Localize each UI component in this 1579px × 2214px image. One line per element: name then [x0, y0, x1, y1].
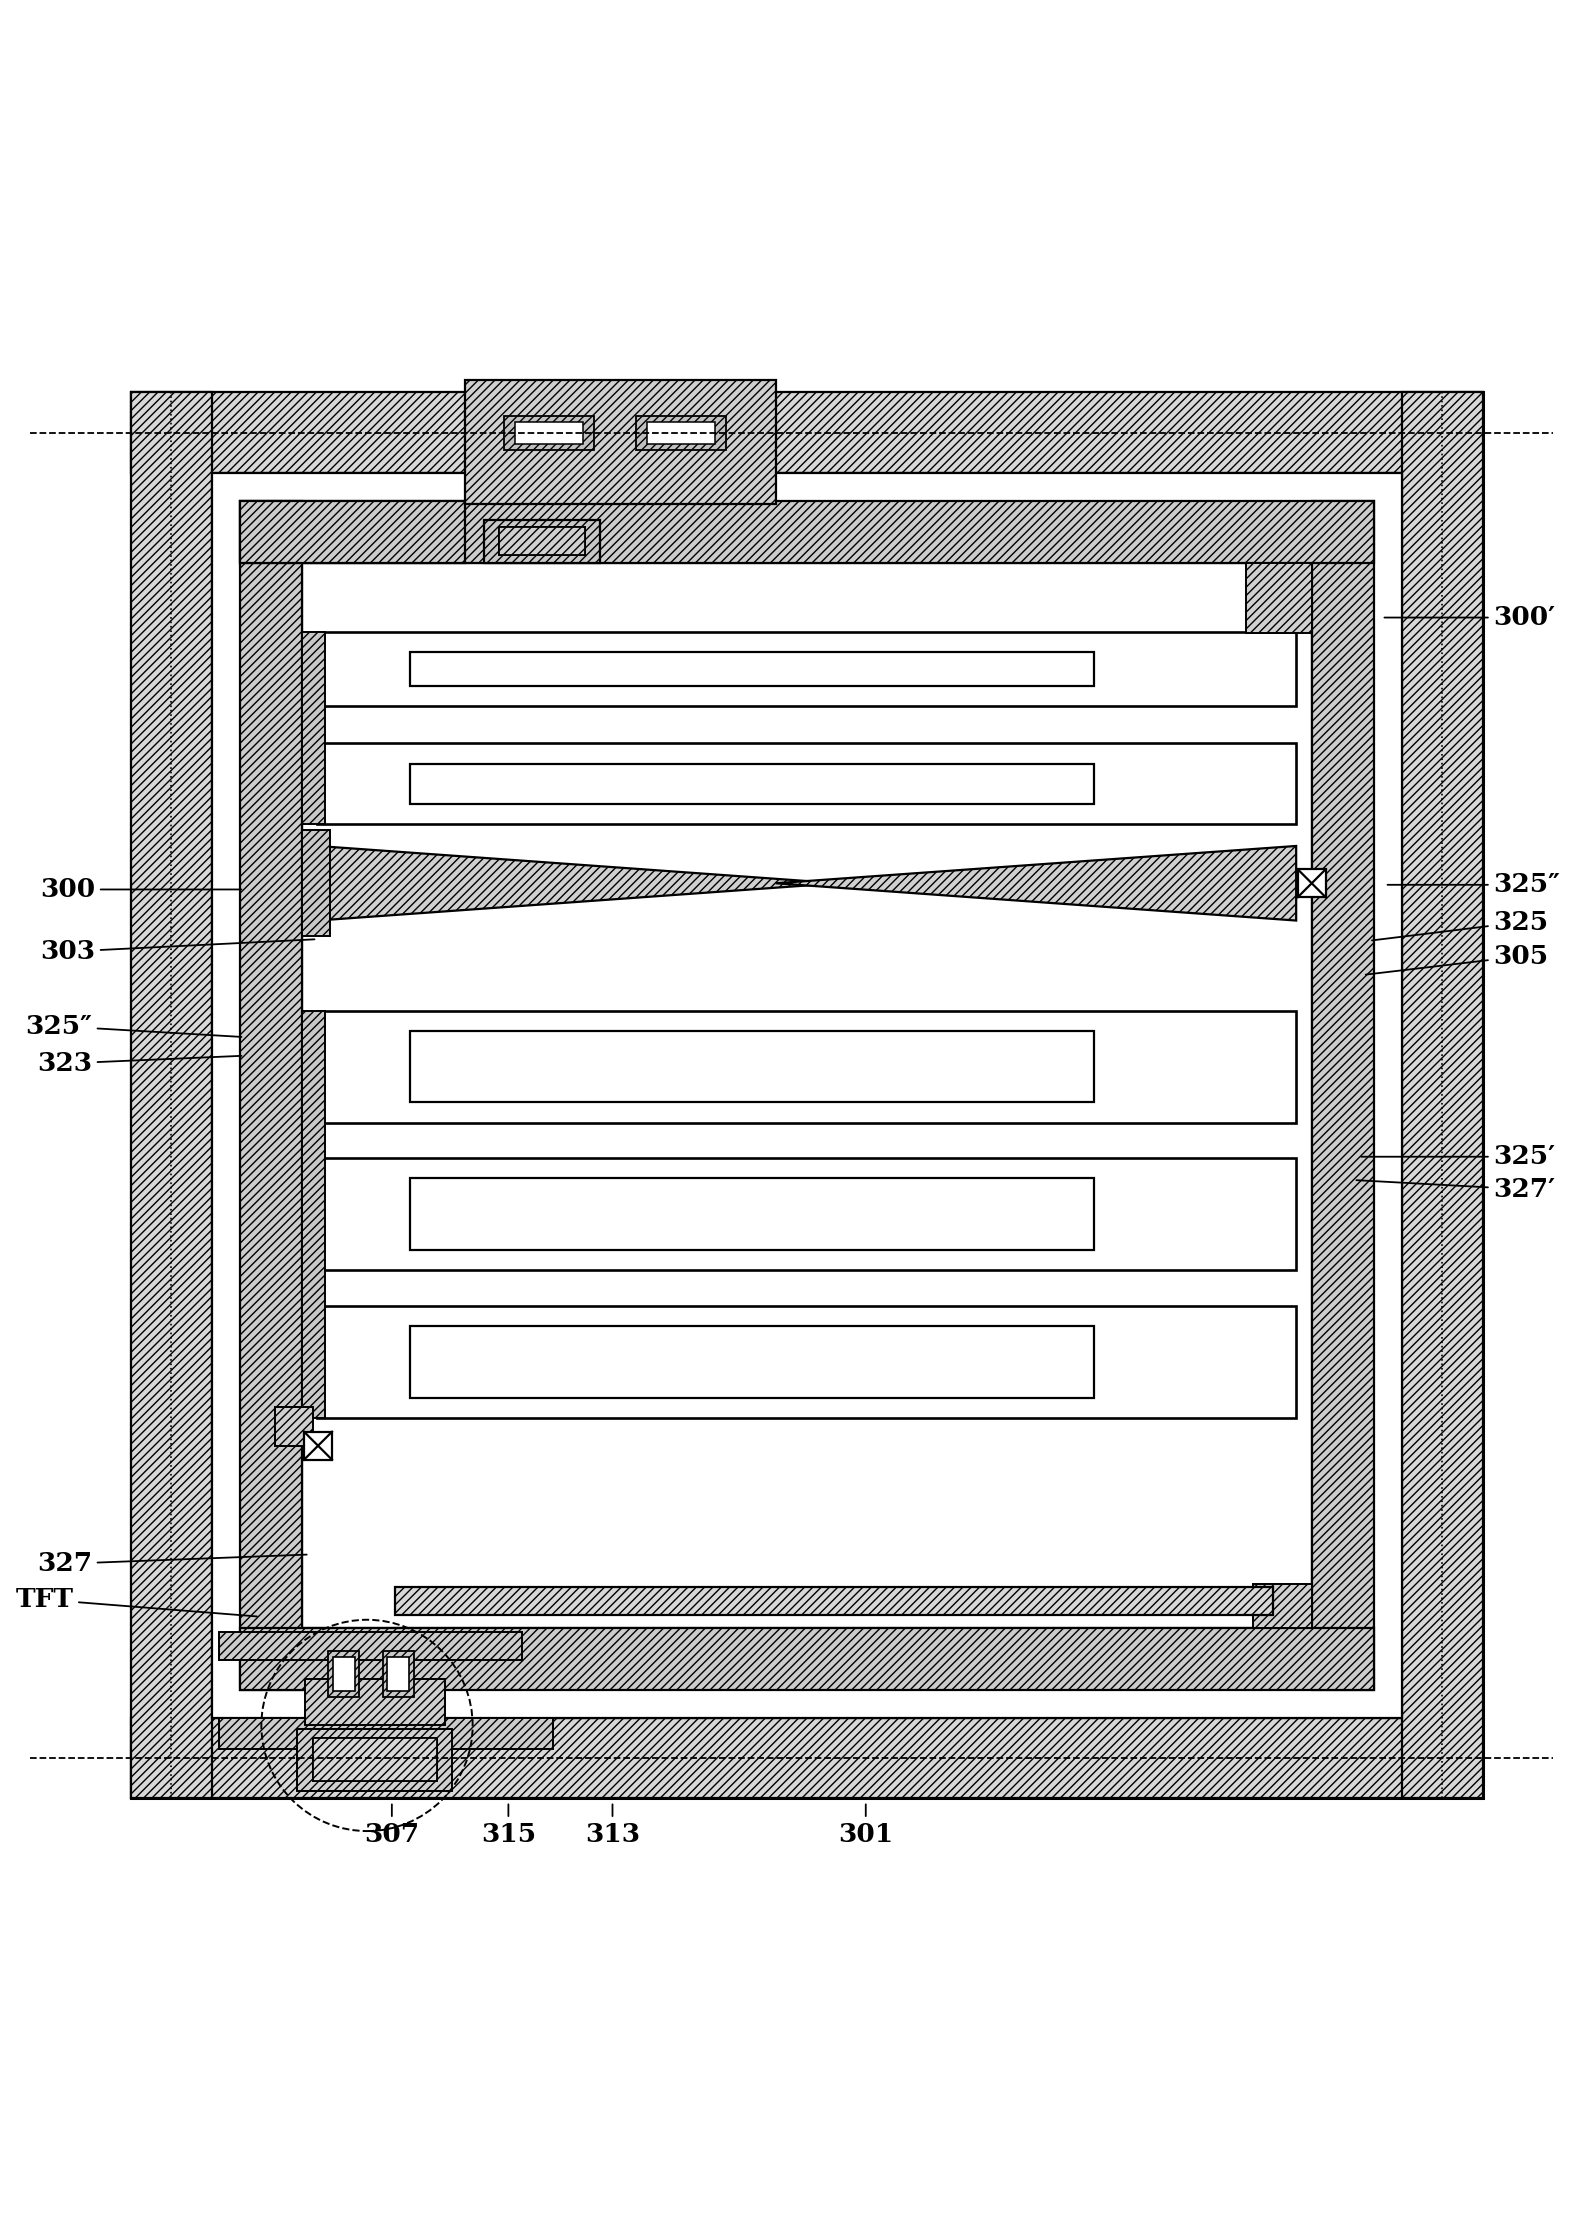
- Text: 303: 303: [39, 939, 314, 963]
- Bar: [313, 1738, 437, 1782]
- Bar: [387, 1656, 409, 1691]
- Text: 300′: 300′: [1385, 604, 1555, 631]
- Bar: [1402, 392, 1483, 1798]
- Bar: [1312, 500, 1374, 1689]
- Text: 325″: 325″: [1388, 872, 1560, 897]
- Bar: [515, 423, 583, 443]
- Bar: [411, 1032, 1094, 1103]
- Bar: [411, 1178, 1094, 1251]
- Bar: [328, 1652, 358, 1698]
- Text: 327: 327: [36, 1552, 306, 1576]
- Bar: [647, 423, 715, 443]
- Bar: [317, 1158, 1296, 1271]
- Bar: [131, 392, 212, 1798]
- Bar: [499, 527, 584, 556]
- Bar: [302, 830, 330, 937]
- Bar: [317, 1010, 1296, 1122]
- Bar: [302, 631, 325, 824]
- Text: 323: 323: [36, 1052, 242, 1076]
- Bar: [1298, 870, 1326, 897]
- Bar: [240, 500, 464, 562]
- Bar: [317, 1306, 1296, 1417]
- Bar: [636, 416, 726, 449]
- Text: 325: 325: [1372, 910, 1549, 941]
- Bar: [240, 1627, 1374, 1689]
- Bar: [464, 381, 775, 505]
- Bar: [411, 764, 1094, 804]
- Bar: [313, 1738, 437, 1782]
- Bar: [131, 1718, 1483, 1798]
- Text: 327′: 327′: [1356, 1178, 1555, 1202]
- Text: 301: 301: [838, 1804, 894, 1846]
- Text: 300: 300: [39, 877, 242, 901]
- Text: 307: 307: [365, 1804, 420, 1846]
- Bar: [483, 520, 600, 562]
- Polygon shape: [395, 1587, 1273, 1614]
- Text: 325′: 325′: [1361, 1145, 1555, 1169]
- Bar: [297, 1729, 453, 1791]
- Bar: [333, 1656, 355, 1691]
- Polygon shape: [775, 846, 1296, 921]
- Bar: [219, 1718, 554, 1749]
- Bar: [219, 1632, 523, 1660]
- Text: 325″: 325″: [25, 1014, 242, 1038]
- Polygon shape: [317, 846, 838, 921]
- Bar: [275, 1406, 313, 1446]
- Text: TFT: TFT: [16, 1587, 257, 1616]
- Bar: [317, 631, 1296, 706]
- Bar: [499, 527, 584, 556]
- Text: 315: 315: [482, 1804, 535, 1846]
- Bar: [411, 651, 1094, 686]
- Bar: [411, 1326, 1094, 1397]
- Bar: [302, 562, 1312, 1627]
- Bar: [317, 744, 1296, 824]
- Bar: [305, 1678, 445, 1725]
- Bar: [240, 500, 302, 1689]
- Text: 313: 313: [584, 1804, 639, 1846]
- Bar: [504, 416, 594, 449]
- Bar: [305, 1432, 332, 1459]
- Bar: [1252, 1583, 1312, 1627]
- Bar: [302, 1010, 325, 1417]
- Bar: [382, 1652, 414, 1698]
- Text: 305: 305: [1366, 943, 1549, 974]
- Bar: [212, 474, 1402, 1718]
- Bar: [240, 500, 1374, 562]
- Bar: [131, 392, 1483, 1798]
- Bar: [131, 392, 1483, 474]
- Bar: [1246, 562, 1312, 633]
